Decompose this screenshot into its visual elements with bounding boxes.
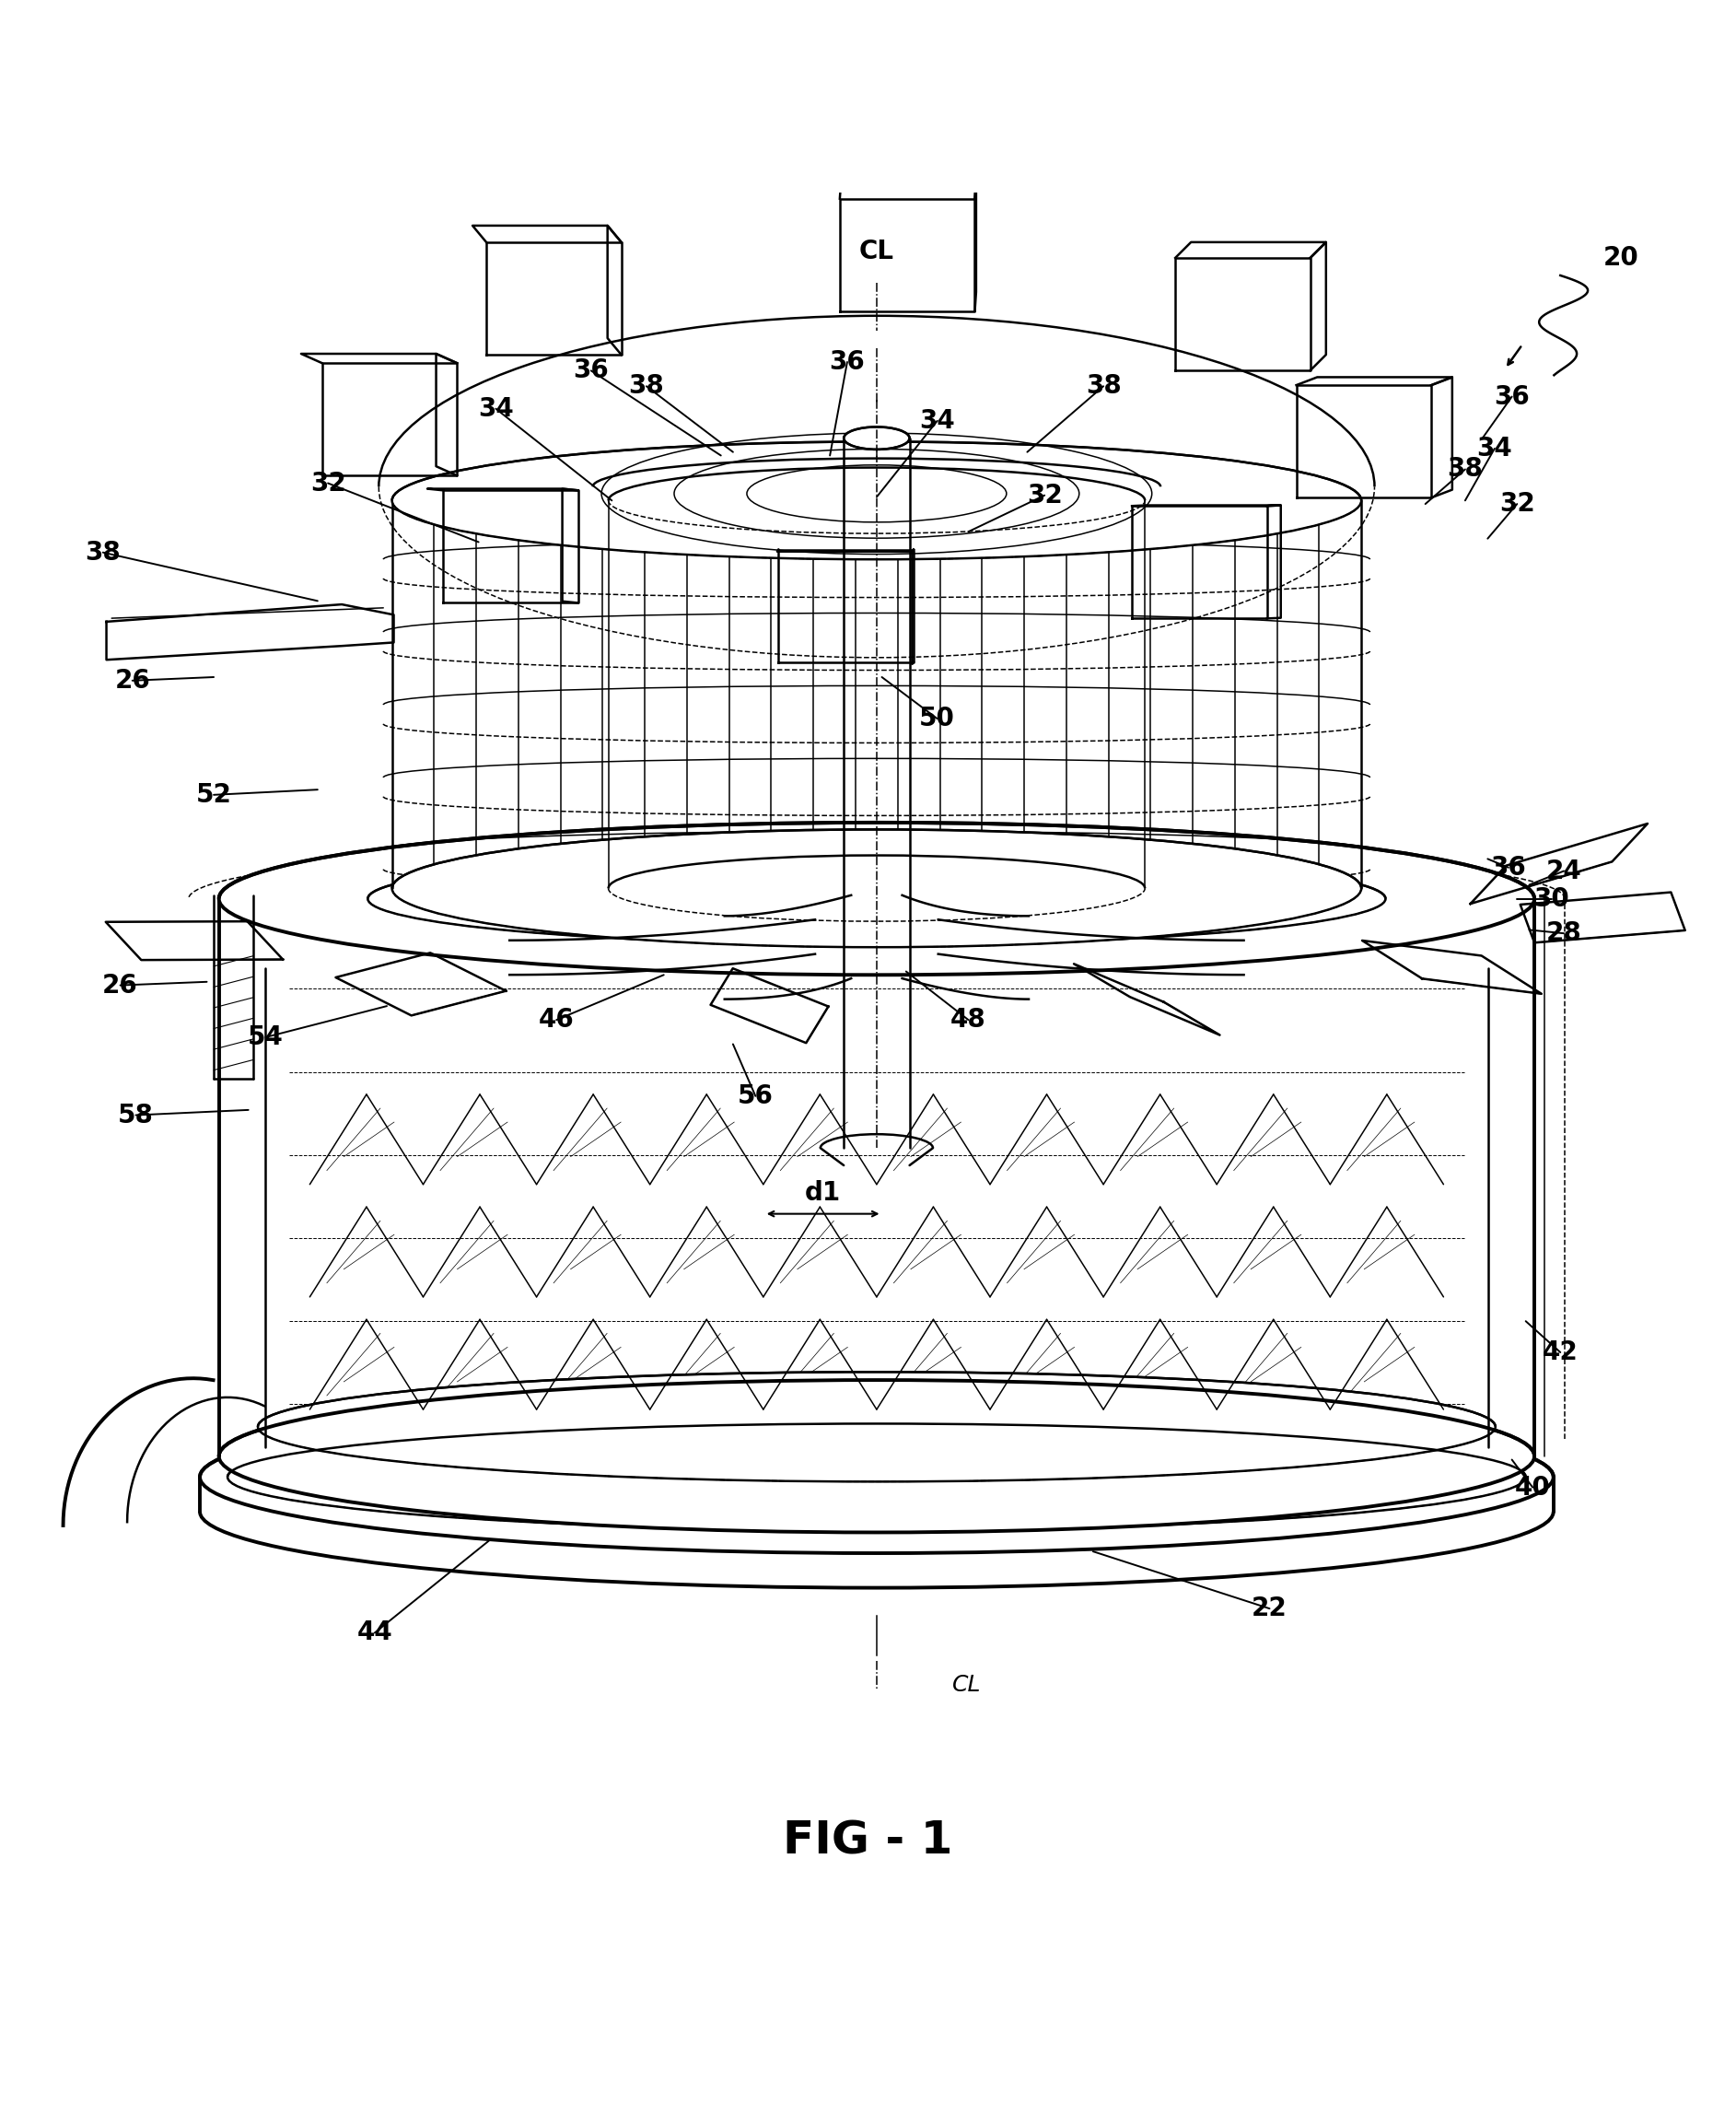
Ellipse shape	[200, 1401, 1554, 1553]
Text: 32: 32	[311, 470, 345, 495]
Ellipse shape	[392, 442, 1361, 559]
Text: CL: CL	[953, 1674, 981, 1695]
Text: 26: 26	[102, 973, 139, 999]
Ellipse shape	[844, 427, 910, 449]
Text: 58: 58	[118, 1102, 155, 1128]
Ellipse shape	[392, 829, 1361, 948]
Text: 36: 36	[1491, 855, 1526, 880]
Text: 38: 38	[628, 372, 665, 400]
Text: d1: d1	[806, 1181, 840, 1206]
Text: 26: 26	[115, 669, 151, 694]
Text: 34: 34	[920, 408, 955, 434]
Text: 36: 36	[1495, 383, 1529, 411]
Text: 24: 24	[1547, 859, 1581, 884]
Text: 38: 38	[1448, 457, 1483, 482]
Text: 46: 46	[538, 1007, 575, 1033]
Text: 30: 30	[1535, 887, 1569, 912]
Text: 40: 40	[1516, 1475, 1550, 1500]
Text: 20: 20	[1602, 245, 1639, 271]
Ellipse shape	[219, 1380, 1535, 1532]
Ellipse shape	[227, 1424, 1526, 1530]
Text: 52: 52	[196, 783, 231, 808]
Text: 44: 44	[358, 1621, 392, 1646]
Ellipse shape	[219, 823, 1535, 975]
Text: 38: 38	[85, 540, 122, 565]
Text: 42: 42	[1543, 1339, 1578, 1365]
Text: 38: 38	[1085, 372, 1121, 400]
Text: 48: 48	[951, 1007, 986, 1033]
Text: 36: 36	[830, 349, 865, 375]
Text: 54: 54	[248, 1024, 283, 1050]
Ellipse shape	[368, 853, 1385, 944]
Text: 36: 36	[573, 358, 609, 383]
Text: 32: 32	[1026, 482, 1062, 508]
Text: 32: 32	[1500, 491, 1535, 516]
Text: 34: 34	[477, 396, 514, 421]
Ellipse shape	[259, 1371, 1495, 1481]
Text: 50: 50	[920, 707, 955, 732]
Text: 34: 34	[1477, 436, 1512, 461]
Text: 28: 28	[1547, 920, 1581, 946]
Text: 22: 22	[1252, 1595, 1288, 1621]
Text: FIG - 1: FIG - 1	[783, 1818, 953, 1862]
Text: 56: 56	[738, 1083, 774, 1109]
Text: CL: CL	[859, 239, 894, 264]
